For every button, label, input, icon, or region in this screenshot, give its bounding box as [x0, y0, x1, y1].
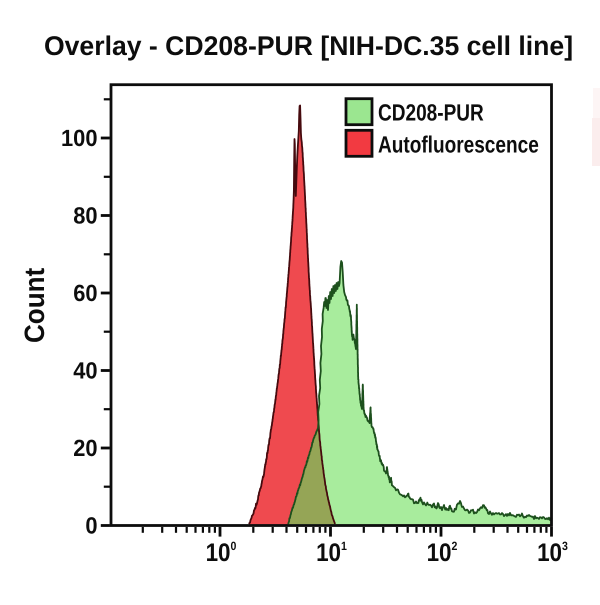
svg-text:40: 40 [73, 358, 97, 384]
svg-text:CD208-PUR: CD208-PUR [378, 100, 484, 126]
svg-text:60: 60 [73, 280, 97, 306]
svg-text:Autofluorescence: Autofluorescence [378, 132, 539, 158]
svg-text:0: 0 [85, 513, 97, 539]
svg-text:Overlay - CD208-PUR [NIH-DC.35: Overlay - CD208-PUR [NIH-DC.35 cell line… [44, 31, 573, 61]
svg-text:Count: Count [19, 268, 50, 343]
svg-text:20: 20 [73, 435, 97, 461]
svg-text:100: 100 [61, 125, 97, 151]
svg-text:80: 80 [73, 203, 97, 229]
